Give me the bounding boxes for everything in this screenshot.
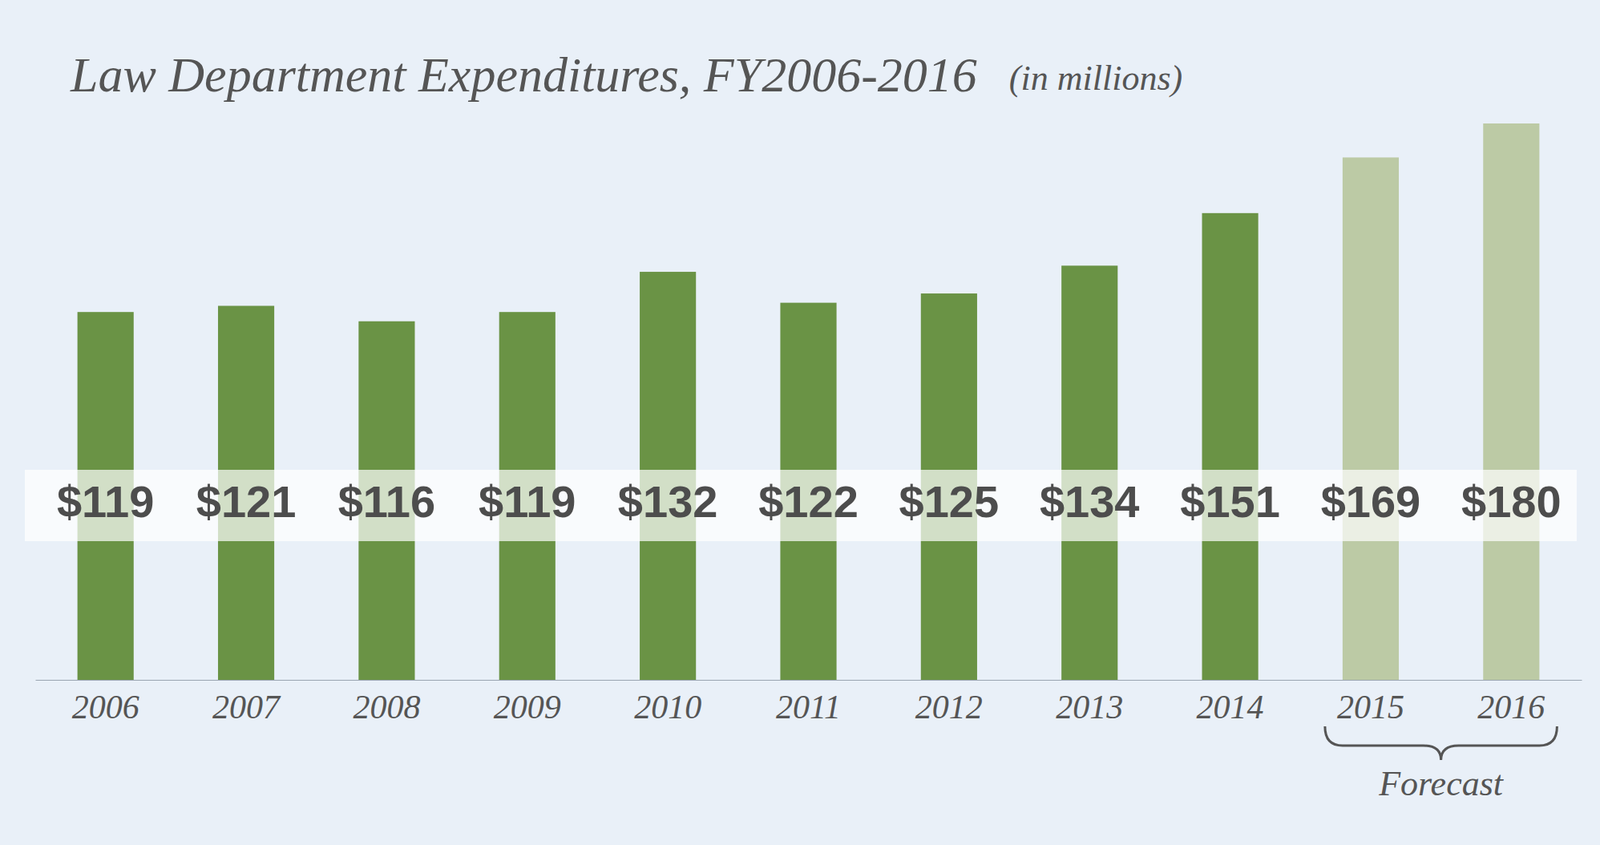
data-label: $169 [1321,476,1422,527]
annotation-brace [1325,726,1558,760]
tick: 2015 [1337,679,1405,726]
tick-label: 2016 [1477,688,1545,726]
tick: 2014 [1196,679,1265,726]
data-label: $121 [196,476,297,527]
data-label: $119 [478,476,577,527]
tick-label: 2011 [775,688,841,726]
tick-label: 2015 [1337,688,1405,726]
tick-label: 2010 [634,688,702,726]
bars [77,123,1540,680]
tick-label: 2007 [212,688,282,726]
bar [1202,213,1259,680]
data-label: $180 [1461,476,1562,527]
tick: 2012 [915,679,983,726]
chart: $119 $121 $116 $119 $132 $122 $125 $134 $151 $169… [0,0,1600,845]
label-band [24,469,1577,542]
tick: 2016 [1477,679,1545,726]
tick: 2008 [352,679,421,726]
data-label: $119 [56,476,155,527]
x-axis: 2006 2007 2008 2009 2010 2011 2012 2013 2014 2015… [36,679,1583,726]
tick-label: 2009 [493,688,562,726]
subtitle: (in millions) [1009,58,1183,98]
tick: 2009 [493,679,562,726]
tick: 2013 [1055,679,1124,726]
data-label: $122 [758,476,859,527]
data-label: $134 [1039,476,1140,527]
tick-label: 2013 [1055,688,1124,726]
x-axis-line [36,679,1583,681]
annotation: Forecast [1377,763,1505,804]
tick-label: 2006 [72,688,140,726]
title: Law Department Expenditures, FY2006-2016 [69,47,978,102]
data-label: $151 [1179,476,1281,527]
background [0,0,1600,845]
tick-label: 2008 [352,688,421,726]
data-label: $125 [899,476,1000,527]
tick: 2007 [212,679,282,726]
data-label: $132 [618,476,719,527]
tick-label: 2012 [915,688,983,726]
tick: 2010 [634,679,702,726]
bar [1482,123,1540,680]
data-label: $116 [338,476,437,527]
tick-label: 2014 [1196,688,1265,726]
tick: 2006 [72,679,140,726]
data-labels: $119 $121 $116 $119 $132 $122 $125 $134 $151 $169… [56,476,1562,527]
bar [1342,157,1399,680]
tick: 2011 [775,679,841,726]
